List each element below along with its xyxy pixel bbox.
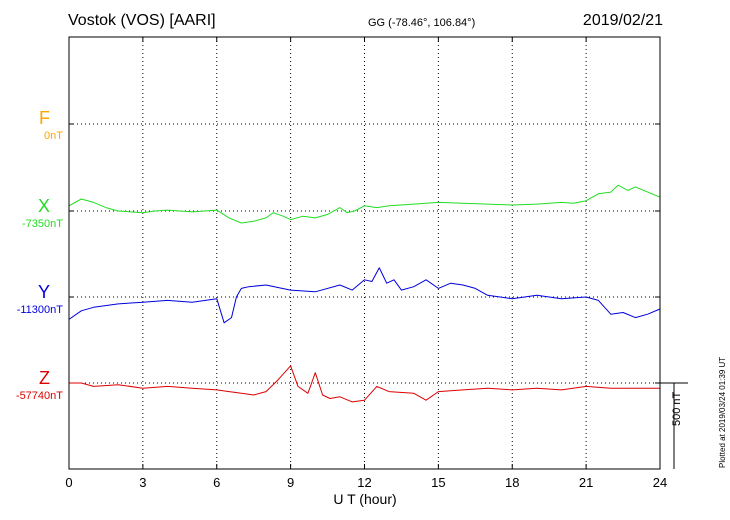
channel-name-x: X xyxy=(37,196,50,216)
station-coordinates: GG (-78.46°, 106.84°) xyxy=(368,17,476,29)
channel-baseline-y: -11300nT xyxy=(16,304,63,316)
x-tick-label: 24 xyxy=(652,475,668,490)
channel-name-f: F xyxy=(39,108,50,128)
x-tick-label: 12 xyxy=(357,475,372,490)
grid-lines xyxy=(69,37,660,469)
scale-bar xyxy=(660,382,688,469)
series-line-z xyxy=(69,365,660,403)
series-line-y xyxy=(68,267,661,324)
channel-baseline-x: -7350nT xyxy=(22,218,63,230)
x-tick-label: 18 xyxy=(505,475,520,490)
scale-bar-label: 500 nT xyxy=(671,391,683,426)
channel-baseline-z: -57740nT xyxy=(15,390,63,402)
channel-name-y: Y xyxy=(37,282,50,302)
station-title: Vostok (VOS) [AARI] xyxy=(68,12,216,29)
channel-name-z: Z xyxy=(39,368,50,388)
x-tick-label: 15 xyxy=(431,475,446,490)
series-lines xyxy=(68,184,661,403)
x-tick-marks xyxy=(68,37,661,469)
plot-date: 2019/02/21 xyxy=(582,12,663,29)
x-tick-label: 6 xyxy=(213,475,221,490)
x-axis-label: U T (hour) xyxy=(333,491,397,507)
x-tick-label: 0 xyxy=(65,475,73,490)
plotted-at-footer: Plotted at 2019/03/24 01:39 UT xyxy=(718,356,727,468)
x-tick-label: 21 xyxy=(578,475,594,490)
x-tick-label: 3 xyxy=(139,475,147,490)
x-tick-label: 9 xyxy=(287,475,295,490)
channel-baseline-f: 0nT xyxy=(44,130,63,142)
series-line-x xyxy=(68,184,661,224)
